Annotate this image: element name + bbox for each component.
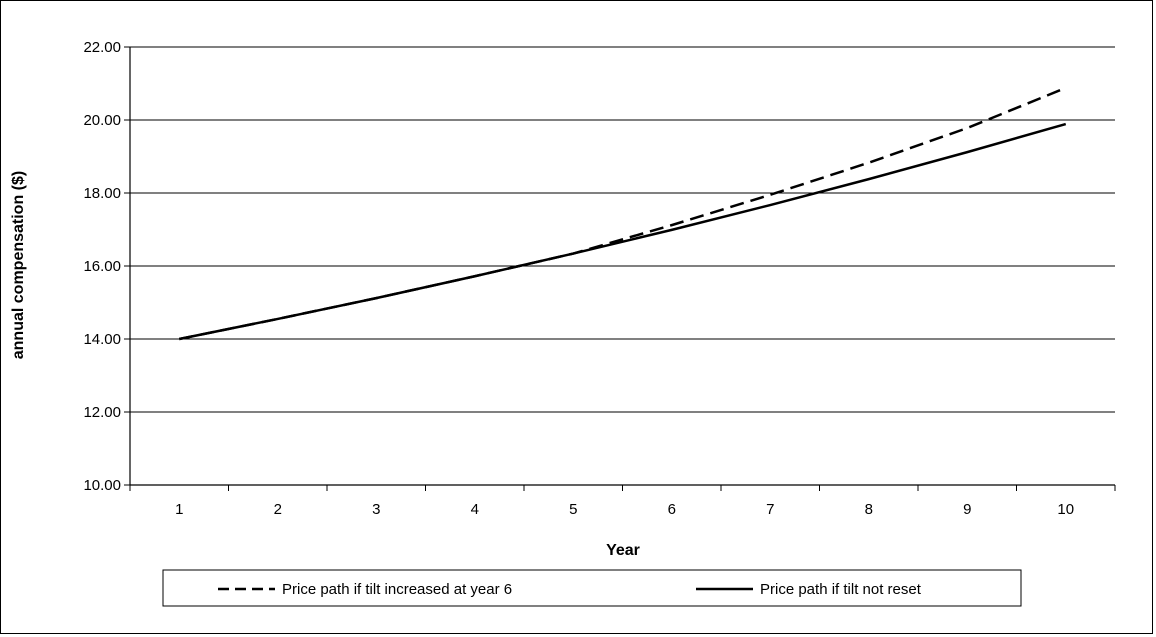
series-lines [179, 86, 1067, 341]
series-line-1 [179, 86, 1067, 341]
y-tick-label: 18.00 [83, 185, 121, 202]
x-tick-label: 6 [668, 501, 676, 518]
x-tick-label: 9 [963, 501, 971, 518]
y-tick-label: 10.00 [83, 477, 121, 494]
x-tick-label: 1 [175, 501, 183, 518]
y-tick-label: 20.00 [83, 112, 121, 129]
legend: Price path if tilt increased at year 6 P… [162, 569, 1022, 607]
y-tick-label: 12.00 [83, 404, 121, 421]
y-tick-label: 16.00 [83, 258, 121, 275]
x-tick-label: 5 [569, 501, 577, 518]
y-axis-ticks: 10.00 12.00 14.00 16.00 18.00 20.00 22.00 [83, 39, 130, 494]
y-tick-label: 14.00 [83, 331, 121, 348]
x-axis-ticks: 1 2 3 4 5 6 7 8 9 10 [129, 485, 1116, 518]
x-tick-label: 3 [372, 501, 380, 518]
x-tick-label: 4 [471, 501, 479, 518]
gridlines [130, 46, 1115, 413]
x-tick-label: 8 [865, 501, 873, 518]
y-tick-label: 22.00 [83, 39, 121, 56]
series-line-2 [179, 122, 1067, 341]
x-axis-title: Year [606, 542, 640, 559]
x-tick-label: 2 [274, 501, 282, 518]
y-axis-title: annual compensation ($) [10, 171, 27, 359]
x-tick-label: 10 [1057, 501, 1074, 518]
legend-label-series-1: Price path if tilt increased at year 6 [282, 581, 512, 598]
legend-label-series-2: Price path if tilt not reset [760, 581, 922, 598]
x-tick-label: 7 [766, 501, 774, 518]
